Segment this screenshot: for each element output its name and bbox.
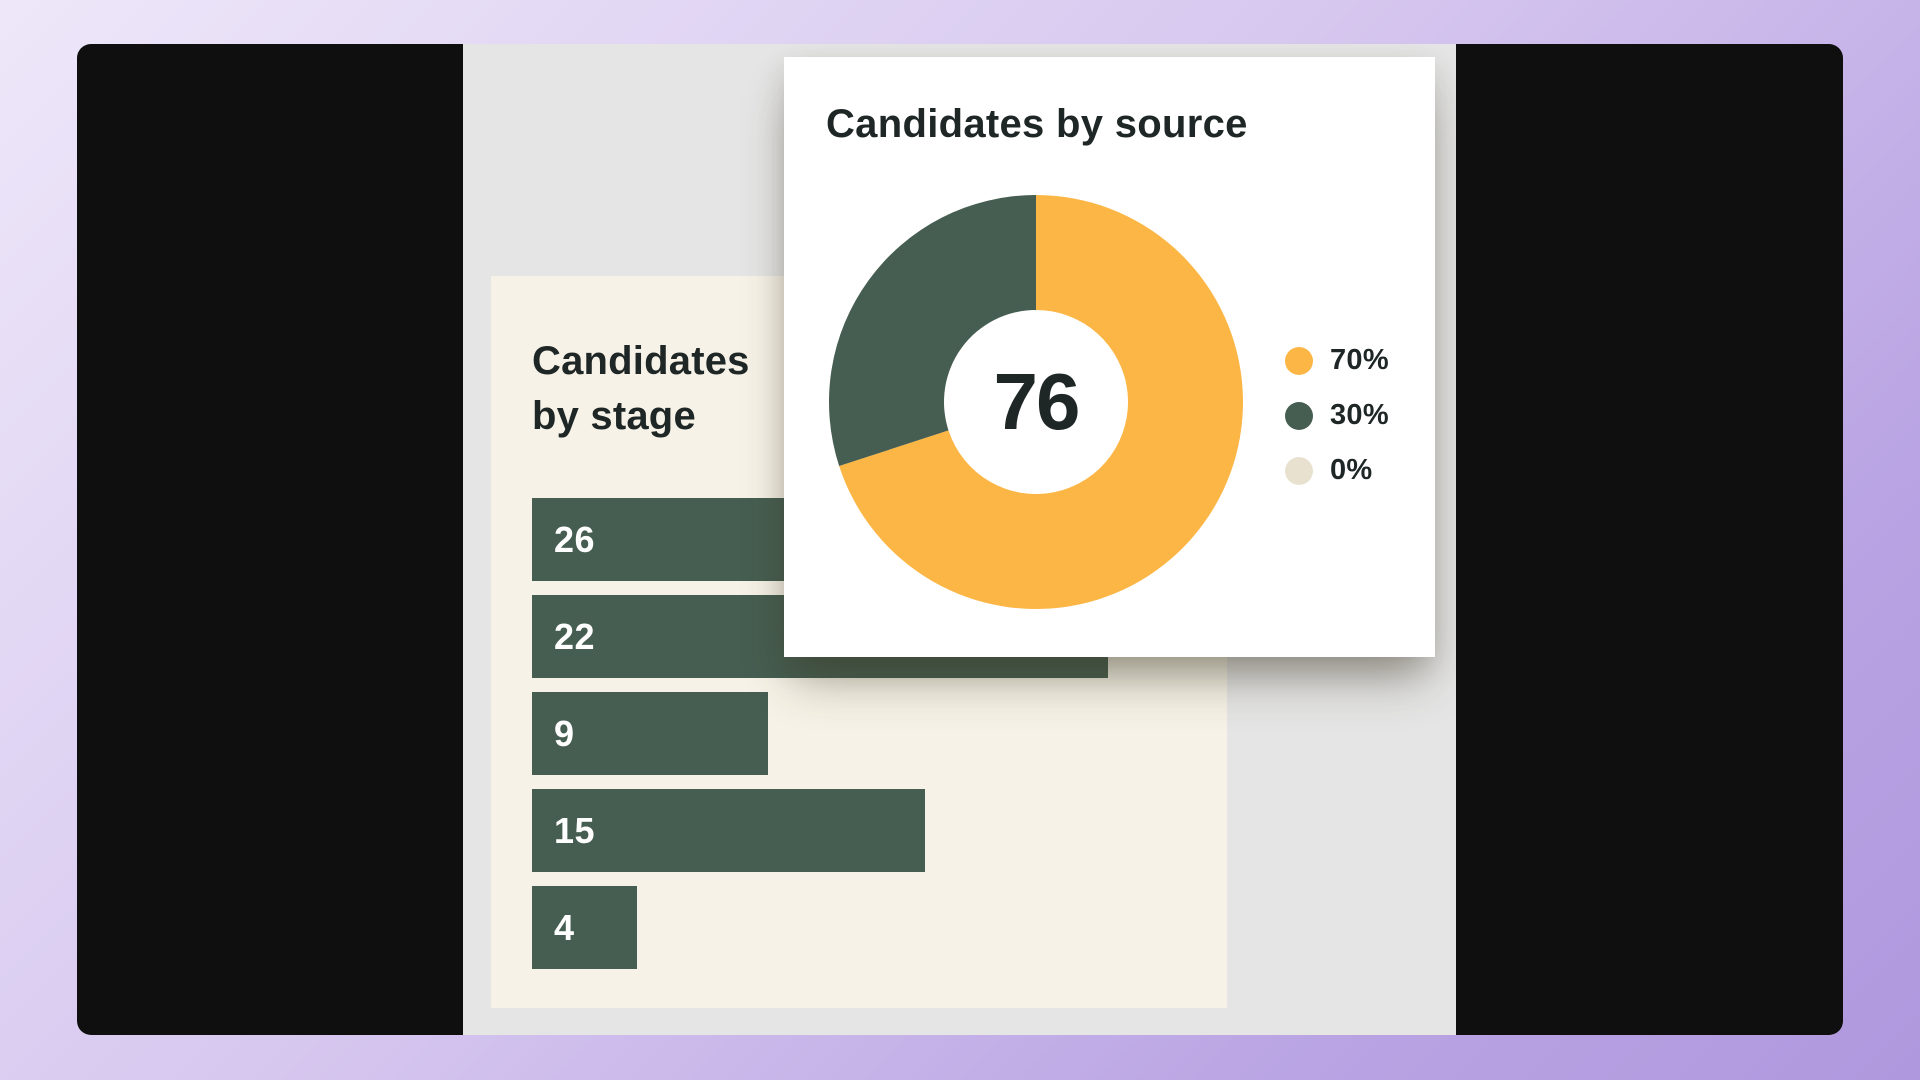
bar-value-label: 22: [554, 615, 596, 657]
stage-card-title: Candidates by stage: [532, 334, 792, 444]
stage-bar[interactable]: 9: [532, 692, 768, 775]
legend-label: 0%: [1330, 454, 1373, 486]
bar-value-label: 26: [554, 518, 596, 560]
app-window: Candidates by stage 26 22 9 15 4: [77, 44, 1843, 1035]
stage-bar[interactable]: 4: [532, 886, 637, 969]
legend-label: 70%: [1330, 344, 1389, 376]
legend-dot-icon: [1285, 456, 1313, 485]
legend-dot-icon: [1285, 401, 1313, 430]
source-legend: 70% 30% 0%: [1285, 333, 1389, 498]
bar-value-label: 15: [554, 809, 596, 851]
legend-item: 30%: [1285, 388, 1389, 443]
legend-dot-icon: [1285, 346, 1313, 375]
source-donut-chart: 76: [829, 195, 1243, 609]
stage-title-line2: by stage: [532, 394, 696, 438]
legend-item: 0%: [1285, 443, 1389, 498]
bar-value-label: 9: [554, 712, 575, 754]
bar-value-label: 4: [554, 906, 575, 948]
donut-svg: [829, 195, 1243, 609]
dashboard-canvas: Candidates by stage 26 22 9 15 4: [463, 44, 1456, 1035]
stage-bar[interactable]: 15: [532, 789, 925, 872]
donut-total: 76: [993, 357, 1081, 446]
candidates-by-source-card: Candidates by source 76 70% 30% 0%: [784, 57, 1435, 657]
donut-slice[interactable]: [839, 195, 1243, 609]
source-card-title: Candidates by source: [826, 102, 1248, 146]
legend-item: 70%: [1285, 333, 1389, 388]
legend-label: 30%: [1330, 399, 1389, 431]
donut-slice[interactable]: [829, 195, 1036, 466]
stage-title-line1: Candidates: [532, 339, 750, 383]
